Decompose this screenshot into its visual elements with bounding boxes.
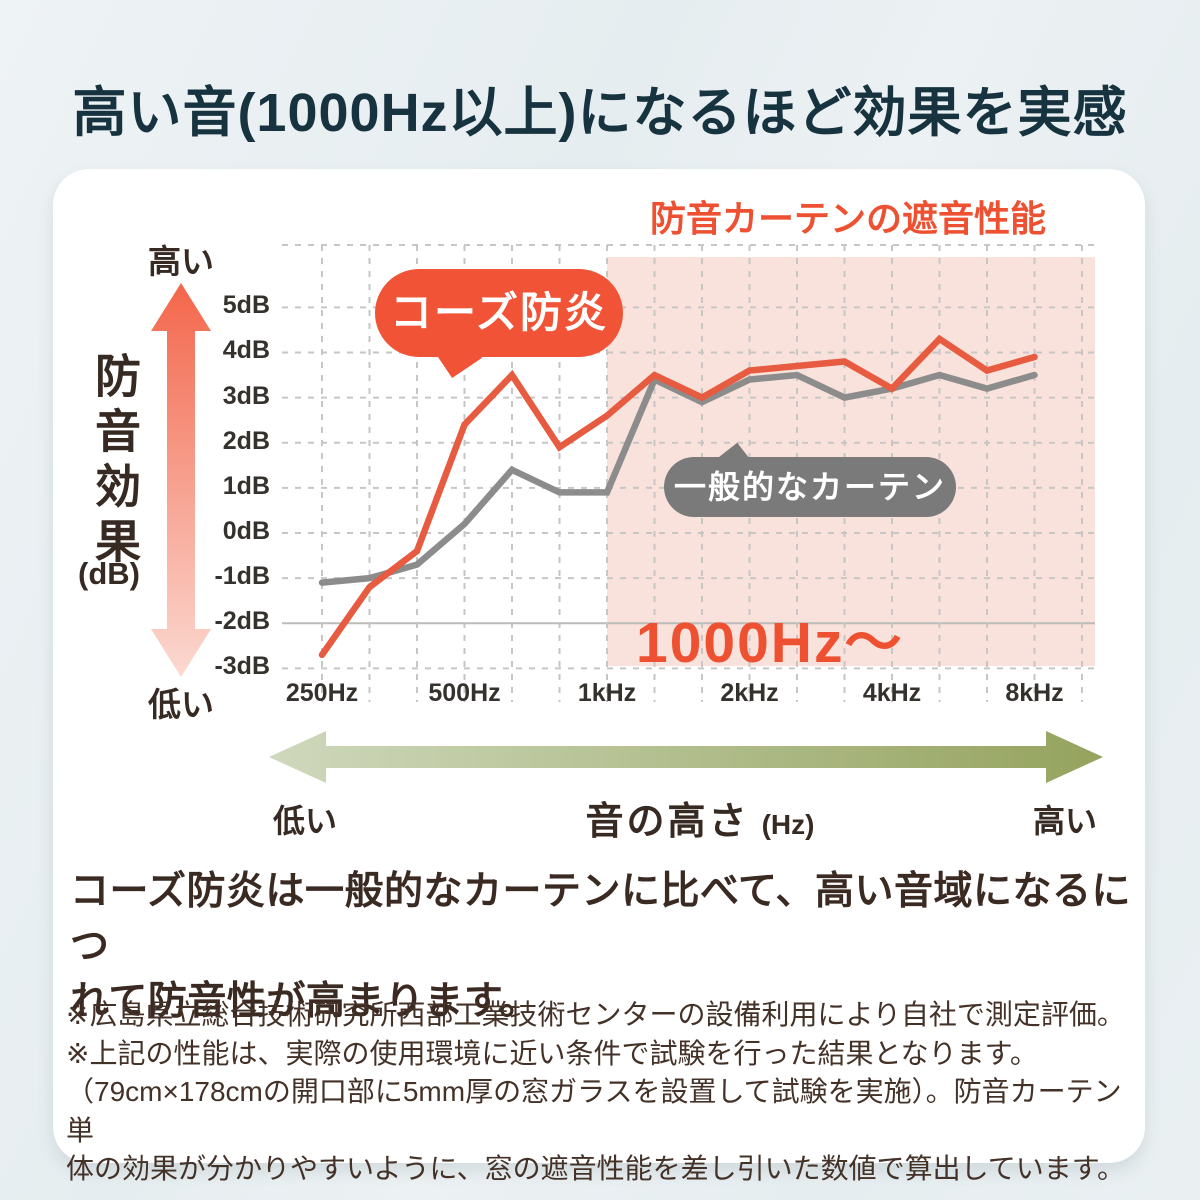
- y-axis-low-label: 低い: [148, 686, 214, 723]
- frequency-axis-high-label: 高い: [1032, 803, 1097, 839]
- frequency-axis-gradient-arrow-icon: [269, 731, 1103, 783]
- y-tick-label: -2dB: [214, 607, 270, 636]
- y-tick-label: 2dB: [222, 426, 270, 455]
- y-tick-label: 1dB: [222, 471, 270, 500]
- frequency-axis-unit: (Hz): [761, 809, 815, 840]
- description-line-2: れて防音性が高まります。: [70, 980, 539, 1023]
- x-tick-label: 2kHz: [720, 679, 779, 707]
- footnote-line: ※広島県立総合技術研究所西部工業技術センターの設備利用により自社で測定評価。: [66, 999, 1125, 1030]
- y-axis-high-label: 高い: [148, 243, 214, 280]
- description-line-1: コーズ防炎は一般的なカーテンに比べて、高い音域になるにつ: [70, 870, 1132, 968]
- highlight-region-label: 1000Hz〜: [636, 611, 904, 675]
- y-axis-unit: (dB): [78, 556, 140, 591]
- y-tick-label: 4dB: [222, 336, 270, 365]
- series-line-kozu: [318, 334, 1038, 659]
- x-tick-label: 4kHz: [862, 679, 922, 707]
- x-tick-label: 1kHz: [577, 679, 637, 707]
- page-title: 高い音(1000Hz以上)になるほど効果を実感: [72, 83, 1128, 143]
- footnote-line: （79cm×178cmの開口部に5mm厚の窓ガラスを設置して試験を実施）。防音カ…: [66, 1076, 1122, 1146]
- footnotes: ※広島県立総合技術研究所西部工業技術センターの設備利用により自社で測定評価。 ※…: [66, 996, 1141, 1189]
- series-label-general-curtain-bubble: 一般的なカーテン: [664, 457, 956, 517]
- y-tick-label: 0dB: [222, 517, 270, 545]
- x-tick-label: 250Hz: [285, 679, 359, 707]
- x-tick-label: 8kHz: [1005, 679, 1064, 707]
- series-line-general-curtain: [318, 371, 1038, 586]
- frequency-axis-title-group: 音の高さ (Hz): [450, 790, 950, 845]
- y-tick-label: -3dB: [214, 652, 270, 681]
- description-text: コーズ防炎は一般的なカーテンに比べて、高い音域になるにつ れて防音性が高まります…: [70, 864, 1145, 1029]
- series-label-kozu-bubble: コーズ防炎: [375, 269, 623, 357]
- x-tick-label: 500Hz: [428, 679, 501, 707]
- chart-title: 防音カーテンの遮音性能: [649, 198, 1046, 239]
- footnote-line: ※上記の性能は、実際の使用環境に近い条件で試験を行った結果となります。: [66, 1037, 1038, 1069]
- y-tick-label: 3dB: [222, 381, 270, 410]
- y-axis-title: 防音効果: [89, 352, 141, 572]
- footnote-line: 体の効果が分かりやすいように、窓の遮音性能を差し引いた数値で算出しています。: [66, 1153, 1125, 1184]
- y-axis-gradient-arrow-icon: [151, 283, 211, 677]
- y-tick-label: -1dB: [214, 562, 270, 591]
- series-label-kozu-text: コーズ防炎: [390, 289, 608, 336]
- frequency-axis-title: 音の高さ: [585, 801, 750, 843]
- series-label-general-curtain-text: 一般的なカーテン: [673, 469, 946, 505]
- y-tick-label: 5dB: [222, 291, 270, 320]
- frequency-axis-low-label: 低い: [272, 803, 337, 839]
